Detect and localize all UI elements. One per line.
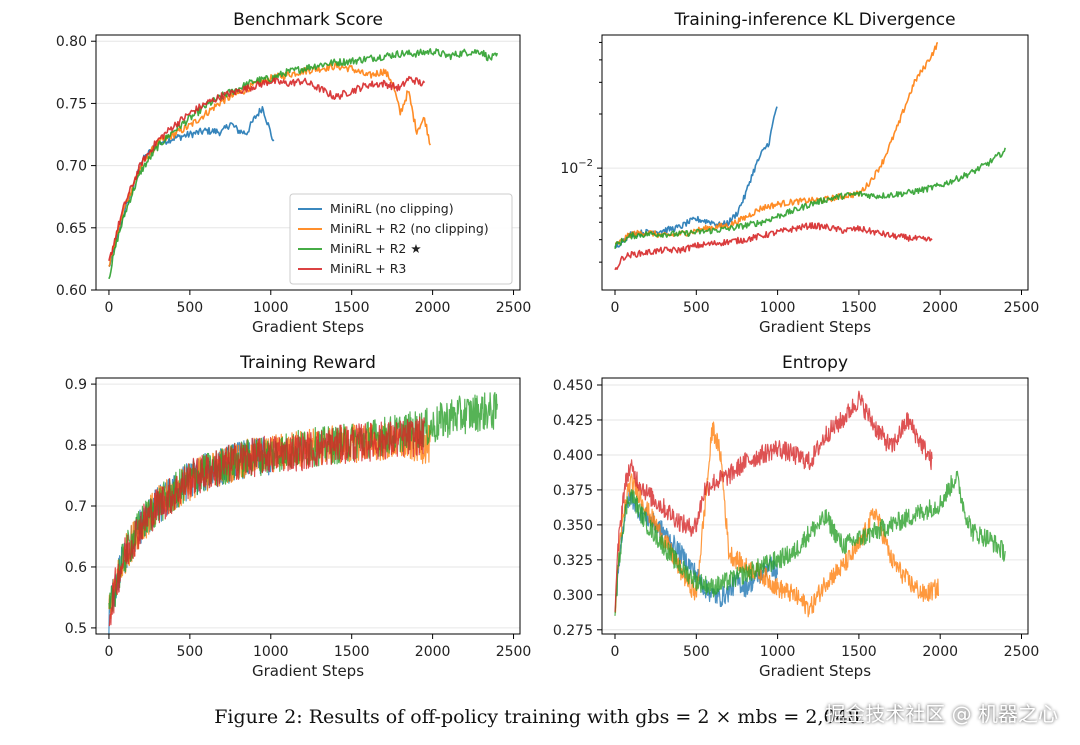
y-tick-label: 0.5 [65,621,87,637]
legend-label: MiniRL + R3 [330,261,406,276]
series-line-2 [614,421,939,618]
series-line-3 [614,147,1006,249]
x-tick-label: 2000 [922,300,958,316]
y-tick-label: 0.75 [56,96,87,112]
chart-title: Training-inference KL Divergence [673,10,955,30]
x-tick-label: 1000 [253,644,289,660]
x-tick-label: 0 [104,644,113,660]
series-line-3 [108,392,498,612]
legend-label: MiniRL + R2 (no clipping) [330,221,489,236]
x-tick-label: 500 [683,300,710,316]
x-tick-label: 1500 [334,644,370,660]
series-group [614,42,1006,271]
chart-panel-4: 0 500 1000 1500 2000 2500 0.275 0.300 0.325 0.350… [553,353,1039,680]
series-line-4 [108,416,426,627]
series-line-1 [108,106,275,268]
y-tick-label: 0.275 [553,623,593,639]
x-tick-label: 2500 [496,644,532,660]
series-line-3 [614,470,1006,616]
y-tick-label: 0.325 [553,553,593,569]
y-tick-label: 0.8 [65,438,87,454]
legend-box [289,193,513,285]
series-line-4 [614,390,933,612]
series-group [108,392,498,634]
y-tick-label: 0.65 [56,221,87,237]
y-tick-label: 0.450 [553,378,593,394]
x-tick-label: 2500 [496,300,532,316]
axes-frame [601,377,1029,635]
y-tick-label: 0.400 [553,448,593,464]
y-tick-label: 0.425 [553,413,593,429]
x-tick-label: 1000 [253,300,289,316]
y-tick-label: 0.350 [553,518,593,534]
x-tick-label: 500 [176,300,203,316]
series-line-1 [614,106,778,249]
x-tick-label: 1500 [841,644,877,660]
axes-frame [95,34,521,291]
x-tick-label: 1000 [760,300,796,316]
x-tick-label: 1500 [334,300,370,316]
legend: MiniRL (no clipping) MiniRL + R2 (no clip… [289,193,513,285]
x-tick-label: 500 [176,644,203,660]
chart-panel-1: 0 500 1000 1500 2000 2500 0.60 0.65 0.70 0.75 0.80… [56,10,532,336]
y-tick-label: 0.7 [65,499,87,515]
legend-label: MiniRL + R2 ★ [330,241,422,256]
x-tick-label: 0 [611,644,620,660]
y-tick-label: 10−2 [560,158,593,177]
chart-title: Benchmark Score [233,10,383,30]
watermark: 掘金技术社区 @ 机器之心 [825,702,1058,726]
series-group [614,390,1006,618]
series-line-4 [108,75,426,261]
figure-canvas: 0 500 1000 1500 2000 25000.600.650.700.750.80… [56,10,1039,680]
x-tick-label: 0 [611,300,620,316]
x-tick-label: 2000 [922,644,958,660]
x-axis-label: Gradient Steps [759,318,871,336]
x-axis-label: Gradient Steps [759,662,871,680]
chart-panel-2: 0 500 1000 1500 2000 2500 10−2 Training-inferen… [560,10,1039,336]
series-line-2 [615,42,939,245]
chart-title: Entropy [782,353,848,373]
y-tick-label: 0.9 [65,377,87,393]
legend-label: MiniRL (no clipping) [330,201,454,216]
y-tick-label: 0.80 [56,34,87,50]
axes-frame [601,34,1029,291]
series-group [108,48,499,280]
x-tick-label: 2000 [415,300,451,316]
figure-caption: Figure 2: Results of off-policy training… [214,706,866,728]
x-axis-label: Gradient Steps [252,662,364,680]
y-tick-label: 0.70 [56,159,87,175]
x-tick-label: 500 [683,644,710,660]
chart-title: Training Reward [239,353,376,373]
x-tick-label: 2500 [1004,300,1040,316]
x-tick-label: 2000 [415,644,451,660]
x-tick-label: 0 [104,300,113,316]
series-line-4 [614,222,933,271]
y-tick-label: 0.6 [65,560,87,576]
y-tick-label: 0.60 [56,283,87,299]
x-tick-label: 1000 [760,644,796,660]
x-tick-label: 2500 [1004,644,1040,660]
x-tick-label: 1500 [841,300,877,316]
series-line-3 [108,48,499,280]
y-tick-label: 0.300 [553,588,593,604]
chart-panel-3: 0 500 1000 1500 2000 2500 0.5 0.6 0.7 0.8 0.9 Train… [65,353,532,680]
y-tick-label: 0.375 [553,483,593,499]
x-axis-label: Gradient Steps [252,318,364,336]
